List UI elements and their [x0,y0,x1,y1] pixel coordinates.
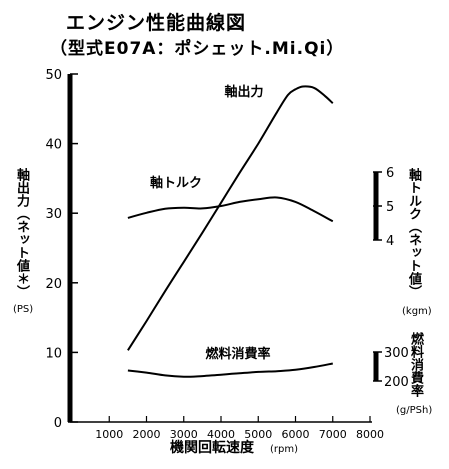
fuel-tick-label: 200 [384,375,409,390]
power-curve [127,85,334,351]
x-tick-label: 3000 [170,428,198,441]
fuel-axis-label: 燃料消費率 [408,332,423,397]
fuel-consumption-curve [127,362,333,378]
left-tick-label: 10 [45,346,62,361]
chart-subtitle: （型式E07A：ポシェット.Mi.Qi） [50,39,345,59]
x-tick-label: 6000 [282,428,310,441]
x-tick-label: 8000 [356,428,384,441]
torque-curve [127,196,334,223]
fuel-tick-label: 300 [384,346,409,361]
series-annotation: 軸出力 [224,84,263,100]
x-tick-label: 2000 [133,428,161,441]
x-tick-label: 5000 [244,428,272,441]
x-tick-label: 1000 [95,428,123,441]
left-tick-label: 20 [45,277,62,292]
torque-tick-label: 5 [386,200,394,215]
left-axis-label: 軸出力（ネット値＊） [14,168,29,298]
series-annotation: 軸トルク [150,175,202,191]
left-tick-label: 40 [45,138,62,153]
left-tick-label: 0 [54,416,62,431]
left-axis-unit: (PS) [13,304,34,315]
fuel-axis-unit: (g/PSh) [396,405,433,416]
left-tick-label: 30 [45,207,62,222]
torque-tick-label: 6 [386,166,394,181]
left-tick-label: 50 [45,68,62,83]
x-tick-label: 7000 [319,428,347,441]
series-annotation: 燃料消費率 [205,346,270,362]
torque-axis-label: 軸トルク（ネット値） [406,168,421,298]
x-axis-unit: (rpm) [270,444,298,455]
x-axis-label: 機関回転速度 [170,439,255,456]
torque-axis-unit: (kgm) [402,306,432,317]
torque-tick-label: 4 [386,234,394,249]
chart-title: エンジン性能曲線図 [66,12,247,34]
x-tick-label: 4000 [207,428,235,441]
